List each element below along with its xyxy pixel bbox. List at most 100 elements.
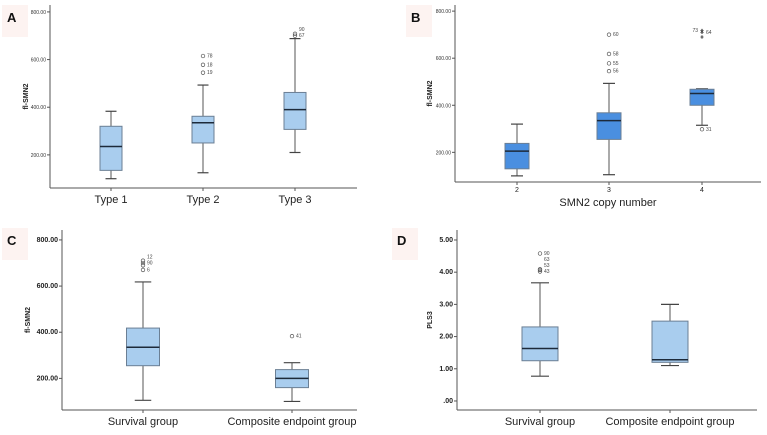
y-tick-label: 400.00 bbox=[31, 105, 47, 111]
y-tick-label: 600.00 bbox=[31, 58, 47, 64]
box-1: Composite endpoint group 41 bbox=[227, 334, 356, 428]
y-tick-label: 600.00 bbox=[37, 283, 59, 290]
outlier-label: 19 bbox=[207, 70, 213, 76]
outlier-label: 53 bbox=[544, 263, 550, 269]
outlier-point bbox=[606, 68, 612, 74]
outlier-point bbox=[200, 62, 206, 67]
y-tick-label: 600.00 bbox=[436, 56, 452, 62]
panel-b: B 200.00 400.00 600.00 800.00 fl-SMN2 SMN2 cop… bbox=[406, 5, 761, 209]
extreme-point bbox=[700, 28, 704, 33]
box-0: 2 bbox=[504, 123, 530, 194]
panel-a: A 200.00 400.00 600.00 800.00 fl-SMN2 Type 1 Ty… bbox=[2, 5, 357, 206]
outlier-label: 18 bbox=[207, 62, 213, 68]
box-iqr bbox=[504, 142, 530, 170]
outlier-label: 12 bbox=[147, 255, 153, 261]
y-tick-label: 800.00 bbox=[436, 9, 452, 15]
extreme-point bbox=[700, 35, 704, 39]
panel-letter-bg bbox=[2, 228, 28, 260]
y-tick-label: 1.00 bbox=[439, 366, 453, 373]
x-tick-label: Composite endpoint group bbox=[227, 416, 356, 428]
panel-letter-bg bbox=[2, 5, 28, 37]
outlier-point bbox=[606, 32, 612, 37]
y-tick-label: 400.00 bbox=[436, 103, 452, 109]
outlier-point bbox=[537, 267, 543, 272]
y-axis-label: PLS3 bbox=[427, 311, 434, 329]
box-iqr bbox=[596, 112, 622, 140]
panel-letter-bg bbox=[406, 5, 432, 37]
outlier-point bbox=[140, 258, 146, 263]
outlier-label: 78 bbox=[207, 53, 213, 59]
outlier-point bbox=[140, 267, 146, 273]
box-iqr bbox=[191, 115, 215, 144]
outlier-label: 43 bbox=[544, 269, 550, 275]
y-tick-label: .00 bbox=[443, 398, 453, 405]
box-0: Type 1 bbox=[94, 110, 128, 206]
outlier-label: 90 bbox=[299, 27, 305, 33]
y-tick-label: 400.00 bbox=[37, 329, 59, 336]
panel-letter-bg bbox=[392, 228, 418, 260]
outlier-point bbox=[140, 263, 146, 268]
outlier-point bbox=[140, 260, 146, 266]
outlier-point bbox=[200, 70, 206, 75]
x-tick-label: Survival group bbox=[108, 416, 178, 428]
outlier-point bbox=[537, 251, 543, 256]
outlier-label: 64 bbox=[706, 30, 712, 36]
panel-letter: B bbox=[411, 10, 420, 25]
y-tick-label: 5.00 bbox=[439, 237, 453, 244]
box-iqr bbox=[689, 88, 715, 106]
x-tick-label: Type 1 bbox=[94, 194, 127, 206]
y-tick-label: 200.00 bbox=[31, 153, 47, 159]
y-tick-label: 800.00 bbox=[31, 10, 47, 16]
asterisk-stroke bbox=[700, 28, 704, 33]
outlier-point bbox=[537, 269, 543, 274]
box-iqr bbox=[283, 91, 307, 130]
outlier-point bbox=[289, 334, 295, 339]
y-tick-label: 800.00 bbox=[37, 237, 59, 244]
outlier-point bbox=[200, 53, 206, 59]
y-tick-label: 2.00 bbox=[439, 334, 453, 341]
panel-letter: D bbox=[397, 233, 406, 248]
x-tick-label: 3 bbox=[607, 187, 611, 194]
panel-d: D .00 1.00 2.00 3.00 4.00 5.00 PLS3 Survival gro… bbox=[392, 228, 757, 428]
panel-letter: C bbox=[7, 233, 17, 248]
box-2: 4 31 64 73 bbox=[689, 28, 715, 194]
extreme-point bbox=[700, 30, 704, 35]
outlier-point bbox=[606, 61, 612, 66]
outlier-point bbox=[292, 33, 298, 38]
x-tick-label: Survival group bbox=[505, 416, 575, 428]
x-axis-label: SMN2 copy number bbox=[559, 197, 657, 209]
x-tick-label: Type 3 bbox=[278, 194, 311, 206]
y-axis-label: fl-SMN2 bbox=[25, 307, 32, 333]
outlier-label: 55 bbox=[613, 61, 619, 67]
outlier-point bbox=[699, 127, 705, 132]
box-1: Composite endpoint group bbox=[605, 303, 735, 428]
outlier-label: 90 bbox=[147, 261, 153, 267]
y-tick-label: 4.00 bbox=[439, 269, 453, 276]
outlier-point bbox=[606, 51, 612, 57]
box-iqr bbox=[651, 320, 689, 363]
asterisk-stroke bbox=[700, 35, 704, 39]
x-tick-label: 4 bbox=[700, 187, 704, 194]
y-axis-label: fl-SMN2 bbox=[427, 80, 434, 106]
box-1: 3 56 55 58 60 bbox=[596, 32, 622, 194]
panel-letter: A bbox=[7, 10, 17, 25]
panel-c: C 200.00 400.00 600.00 800.00 fl-SMN2 Survival… bbox=[2, 228, 357, 428]
y-axis-label: fl-SMN2 bbox=[23, 83, 30, 109]
outlier-label: 56 bbox=[613, 69, 619, 75]
outlier-point bbox=[292, 31, 298, 36]
box-iqr bbox=[521, 326, 559, 362]
outlier-label: 31 bbox=[706, 127, 712, 133]
box-iqr bbox=[99, 125, 123, 171]
x-tick-label: 2 bbox=[515, 187, 519, 194]
outlier-label: 41 bbox=[296, 334, 302, 340]
y-tick-label: 200.00 bbox=[436, 150, 452, 156]
outlier-label: 73 bbox=[692, 28, 698, 34]
outlier-label: 58 bbox=[613, 51, 619, 57]
y-tick-label: 3.00 bbox=[439, 301, 453, 308]
outlier-label: 67 bbox=[299, 33, 305, 39]
y-tick-label: 200.00 bbox=[37, 375, 59, 382]
